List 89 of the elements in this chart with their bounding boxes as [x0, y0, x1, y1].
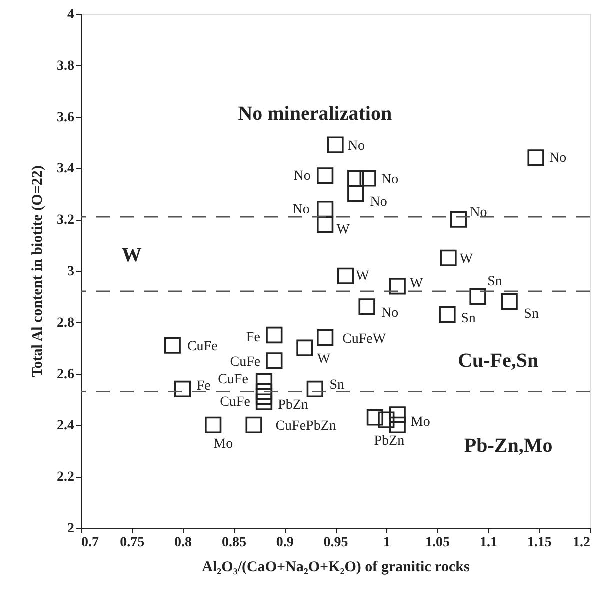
data-label: CuFe	[220, 394, 250, 410]
data-label: No	[348, 139, 366, 154]
y-tick-label: 3.4	[57, 162, 74, 177]
data-label: CuFe	[230, 354, 261, 370]
x-axis-title: Al₂O₃/(CaO+Na₂O+K₂O) of granitic rocks	[202, 560, 470, 576]
data-label: CuFeW	[342, 332, 387, 347]
point	[389, 406, 406, 424]
data-label: No	[294, 168, 311, 184]
point	[378, 412, 395, 428]
data-label: Sn	[330, 378, 345, 394]
y-axis-title: Total Al content in biotite (O=22)	[30, 166, 46, 378]
x-tick-label: 0.9	[276, 536, 294, 550]
point	[205, 416, 222, 434]
annotation: No mineralization	[238, 103, 392, 126]
point	[306, 380, 324, 398]
data-label: CuFePbZn	[276, 419, 336, 434]
point	[164, 337, 181, 354]
data-label: PbZn	[278, 398, 308, 414]
data-label: PbZn	[374, 434, 405, 450]
data-label: No	[292, 202, 310, 218]
x-tick-label: 1.2	[573, 536, 590, 550]
point	[256, 394, 273, 410]
y-tick-label: 3.8	[57, 58, 74, 74]
point	[317, 216, 334, 234]
y-tick-label: 2	[68, 522, 74, 536]
point	[440, 250, 457, 266]
y-tick-label: 2.2	[57, 470, 74, 486]
y-tick-label: 3.6	[57, 110, 74, 126]
point	[256, 373, 273, 390]
point	[266, 326, 283, 344]
x-tick-label: 0.8	[174, 536, 192, 550]
point	[501, 294, 518, 310]
x-tick-label: 1.05	[426, 536, 450, 550]
y-tick-label: 3.2	[57, 213, 74, 228]
data-label: Sn	[461, 312, 476, 327]
data-label: Fe	[246, 330, 260, 346]
point	[389, 416, 406, 434]
data-label: No	[381, 306, 399, 321]
x-tick-label: 1	[383, 536, 390, 550]
data-label: W	[356, 269, 370, 284]
x-tick-label: 0.85	[222, 536, 246, 550]
data-label: W	[410, 276, 424, 292]
annotation: Pb-Zn,Mo	[464, 434, 553, 457]
point	[470, 288, 486, 306]
data-label: CuFe	[187, 340, 218, 355]
x-tick-label: 0.95	[324, 536, 348, 550]
point	[327, 136, 344, 154]
data-label: Fe	[196, 379, 211, 394]
x-tick-label: 1.1	[480, 536, 498, 550]
point	[439, 306, 456, 324]
point	[389, 278, 406, 295]
point	[317, 330, 334, 346]
data-label: Mo	[410, 415, 430, 430]
point	[317, 201, 334, 218]
data-label: No	[370, 194, 388, 210]
data-label: Sn	[524, 306, 539, 322]
data-label: W	[460, 252, 474, 268]
y-tick-label: 4	[68, 8, 74, 22]
x-tick-label: 0.75	[120, 536, 145, 550]
annotation: Cu-Fe,Sn	[458, 350, 539, 372]
data-label: No	[382, 172, 399, 188]
point	[317, 168, 334, 184]
point	[256, 383, 273, 400]
point	[337, 268, 354, 284]
point	[348, 186, 364, 202]
point	[358, 298, 376, 316]
data-label: W	[317, 352, 332, 368]
point	[296, 340, 314, 356]
data-label: W	[336, 222, 351, 238]
point	[246, 416, 262, 434]
y-tick-label: 2.8	[57, 316, 74, 331]
annotation: W	[122, 244, 142, 267]
data-label: Sn	[488, 274, 502, 290]
point	[266, 352, 283, 370]
point	[360, 170, 376, 187]
point	[450, 211, 467, 228]
y-tick-label: 2.4	[57, 418, 74, 434]
point	[174, 380, 192, 398]
data-label: CuFe	[218, 372, 248, 388]
point	[366, 409, 384, 426]
y-tick-label: 3	[68, 264, 74, 280]
data-label: Mo	[214, 437, 234, 452]
x-tick-label: 1.15	[527, 536, 552, 550]
data-label: No	[470, 206, 488, 221]
point	[348, 170, 364, 187]
y-tick-label: 2.6	[57, 367, 74, 382]
data-label: No	[549, 150, 567, 166]
point	[528, 150, 544, 166]
x-tick-label: 0.7	[82, 536, 99, 550]
